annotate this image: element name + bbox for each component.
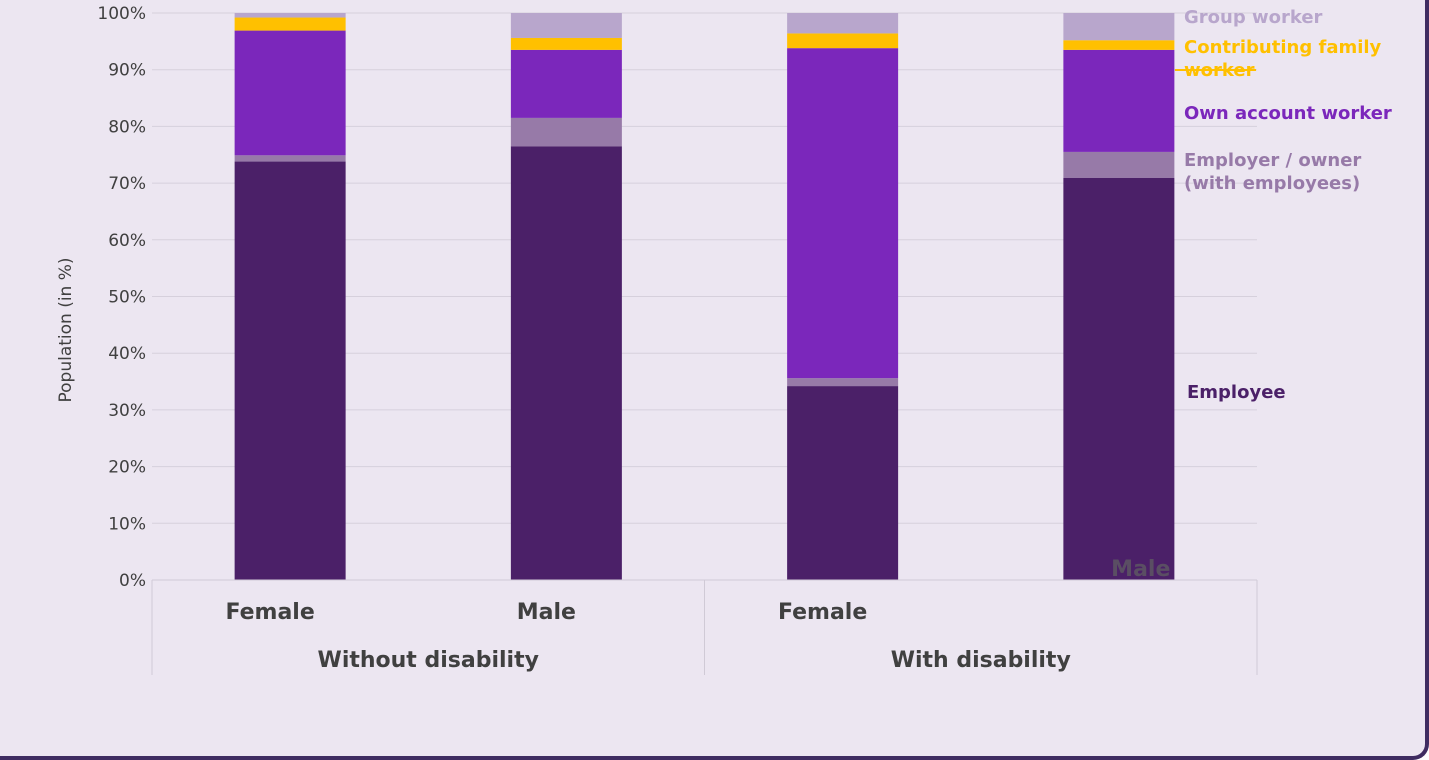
bar-segment: [1063, 40, 1175, 50]
bar-segment: [510, 146, 622, 580]
legend-item: Group worker: [1184, 7, 1323, 28]
y-tick-label: 100%: [97, 4, 146, 24]
x-category-label: Female: [225, 600, 314, 625]
y-tick-label: 10%: [108, 514, 146, 534]
bar-segment: [1063, 151, 1175, 178]
y-tick-label: 40%: [108, 344, 146, 364]
bar-segment: [510, 13, 622, 38]
axes: 0% 10% 20% 30% 40% 50% 60% 70% 80% 90% 100% Female M…: [97, 4, 1258, 675]
bar-segment: [1063, 177, 1175, 580]
bar-segment: [510, 37, 622, 50]
y-axis-label: Population (in %): [56, 257, 76, 402]
y-tick-label: 0%: [119, 571, 146, 591]
bars: Male: [234, 13, 1175, 582]
y-tick-label: 70%: [108, 174, 146, 194]
x-category-label: Male: [517, 600, 576, 625]
bar-segment: [234, 30, 346, 156]
bar-segment: [787, 378, 899, 387]
legend: Group worker Contributing family worker Own…: [1175, 7, 1392, 403]
x-category-label: Female: [778, 600, 867, 625]
legend-item: Own account worker: [1184, 103, 1392, 124]
y-tick-label: 20%: [108, 458, 146, 478]
x-group-label: Without disability: [318, 648, 539, 673]
bar-segment: [787, 48, 899, 379]
bar-segment: [787, 386, 899, 580]
bar-segment: [234, 161, 346, 580]
y-tick-label: 30%: [108, 401, 146, 421]
legend-item: Employee: [1187, 382, 1286, 403]
legend-item: Employer / owner (with employees): [1184, 150, 1361, 194]
bar-segment: [510, 117, 622, 147]
in-bar-label: Male: [1111, 557, 1170, 582]
bar-segment: [234, 155, 346, 162]
bar-segment: [787, 13, 899, 34]
bar-segment: [1063, 49, 1175, 152]
bar-segment: [234, 17, 346, 31]
y-tick-label: 50%: [108, 288, 146, 308]
bar-segment: [787, 33, 899, 49]
bar-segment: [234, 13, 346, 18]
legend-item: Contributing family worker: [1184, 37, 1382, 81]
bar-segment: [510, 49, 622, 118]
y-tick-label: 80%: [108, 117, 146, 137]
bar-segment: [1063, 13, 1175, 41]
y-tick-label: 60%: [108, 231, 146, 251]
x-group-label: With disability: [891, 648, 1071, 673]
y-tick-label: 90%: [108, 61, 146, 81]
